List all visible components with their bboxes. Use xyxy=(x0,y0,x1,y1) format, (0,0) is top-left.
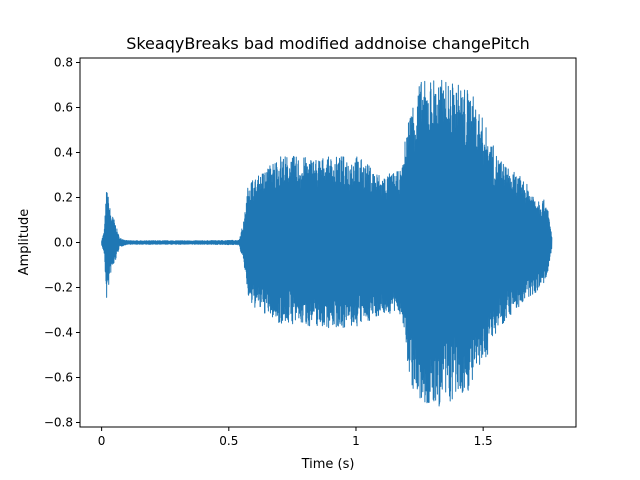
waveform-series xyxy=(101,79,553,407)
chart-title: SkeaqyBreaks bad modified addnoise chang… xyxy=(126,34,530,53)
x-tick-label: 1.5 xyxy=(474,434,493,448)
y-tick-label: −0.4 xyxy=(44,326,73,340)
y-axis-label: Amplitude xyxy=(17,209,32,276)
y-tick-label: −0.6 xyxy=(44,371,73,385)
y-tick-label: 0.0 xyxy=(54,236,73,250)
y-tick-label: 0.4 xyxy=(54,146,73,160)
waveform-line xyxy=(101,79,553,407)
y-tick-label: 0.2 xyxy=(54,191,73,205)
x-axis-label: Time (s) xyxy=(301,457,355,472)
y-tick-label: 0.8 xyxy=(54,56,73,70)
plot-area xyxy=(79,57,577,428)
y-tick-label: −0.2 xyxy=(44,281,73,295)
x-tick-label: 0 xyxy=(98,434,106,448)
y-tick-label: 0.6 xyxy=(54,101,73,115)
y-tick-label: −0.8 xyxy=(44,416,73,430)
y-axis: −0.8 −0.6 −0.4 −0.2 0.0 0.2 0.4 0.6 0.8 xyxy=(44,56,80,430)
x-axis: 0 0.5 1 1.5 xyxy=(98,427,493,448)
x-tick-label: 0.5 xyxy=(219,434,238,448)
x-tick-label: 1 xyxy=(352,434,360,448)
